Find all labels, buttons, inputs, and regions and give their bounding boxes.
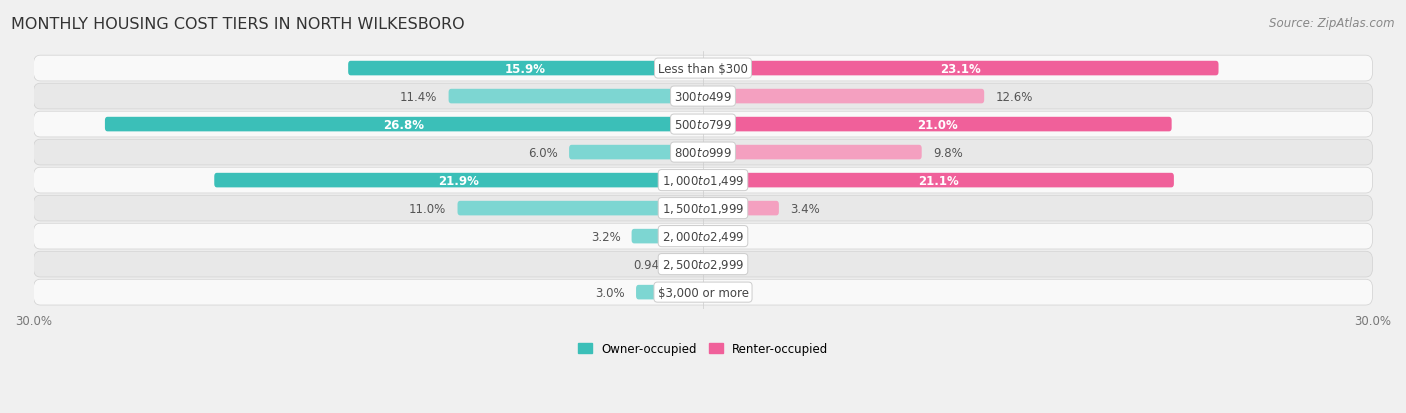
FancyBboxPatch shape [449, 90, 703, 104]
Text: $1,500 to $1,999: $1,500 to $1,999 [662, 202, 744, 216]
FancyBboxPatch shape [631, 229, 703, 244]
FancyBboxPatch shape [703, 90, 984, 104]
Text: 6.0%: 6.0% [529, 146, 558, 159]
FancyBboxPatch shape [34, 280, 1372, 305]
FancyBboxPatch shape [34, 168, 1372, 194]
Text: MONTHLY HOUSING COST TIERS IN NORTH WILKESBORO: MONTHLY HOUSING COST TIERS IN NORTH WILK… [11, 17, 465, 31]
Text: $300 to $499: $300 to $499 [673, 90, 733, 103]
Text: $500 to $799: $500 to $799 [673, 118, 733, 131]
Text: 0.94%: 0.94% [634, 258, 671, 271]
FancyBboxPatch shape [34, 140, 1372, 166]
Text: Source: ZipAtlas.com: Source: ZipAtlas.com [1270, 17, 1395, 29]
FancyBboxPatch shape [636, 285, 703, 300]
FancyBboxPatch shape [34, 112, 1372, 138]
FancyBboxPatch shape [682, 257, 703, 272]
FancyBboxPatch shape [34, 56, 1372, 82]
FancyBboxPatch shape [349, 62, 703, 76]
FancyBboxPatch shape [703, 62, 1219, 76]
Text: 0.0%: 0.0% [714, 286, 744, 299]
Text: 3.2%: 3.2% [591, 230, 620, 243]
FancyBboxPatch shape [34, 224, 1372, 249]
Text: $2,000 to $2,499: $2,000 to $2,499 [662, 230, 744, 244]
Text: 11.4%: 11.4% [401, 90, 437, 103]
Text: 9.8%: 9.8% [932, 146, 963, 159]
Text: $1,000 to $1,499: $1,000 to $1,499 [662, 174, 744, 188]
Text: 0.0%: 0.0% [714, 258, 744, 271]
FancyBboxPatch shape [569, 145, 703, 160]
Text: 21.1%: 21.1% [918, 174, 959, 187]
Text: $800 to $999: $800 to $999 [673, 146, 733, 159]
FancyBboxPatch shape [703, 145, 922, 160]
FancyBboxPatch shape [703, 201, 779, 216]
Text: 23.1%: 23.1% [941, 62, 981, 76]
Text: 11.0%: 11.0% [409, 202, 446, 215]
FancyBboxPatch shape [703, 118, 1171, 132]
FancyBboxPatch shape [34, 196, 1372, 221]
Text: 15.9%: 15.9% [505, 62, 546, 76]
Text: $2,500 to $2,999: $2,500 to $2,999 [662, 257, 744, 271]
Text: 3.0%: 3.0% [595, 286, 624, 299]
Text: 0.0%: 0.0% [714, 230, 744, 243]
Text: 21.9%: 21.9% [439, 174, 479, 187]
Text: Less than $300: Less than $300 [658, 62, 748, 76]
Text: 12.6%: 12.6% [995, 90, 1033, 103]
FancyBboxPatch shape [34, 252, 1372, 278]
FancyBboxPatch shape [34, 84, 1372, 110]
Legend: Owner-occupied, Renter-occupied: Owner-occupied, Renter-occupied [572, 337, 834, 360]
Text: 26.8%: 26.8% [384, 118, 425, 131]
FancyBboxPatch shape [214, 173, 703, 188]
Text: 21.0%: 21.0% [917, 118, 957, 131]
Text: 3.4%: 3.4% [790, 202, 820, 215]
FancyBboxPatch shape [703, 173, 1174, 188]
FancyBboxPatch shape [105, 118, 703, 132]
Text: $3,000 or more: $3,000 or more [658, 286, 748, 299]
FancyBboxPatch shape [457, 201, 703, 216]
